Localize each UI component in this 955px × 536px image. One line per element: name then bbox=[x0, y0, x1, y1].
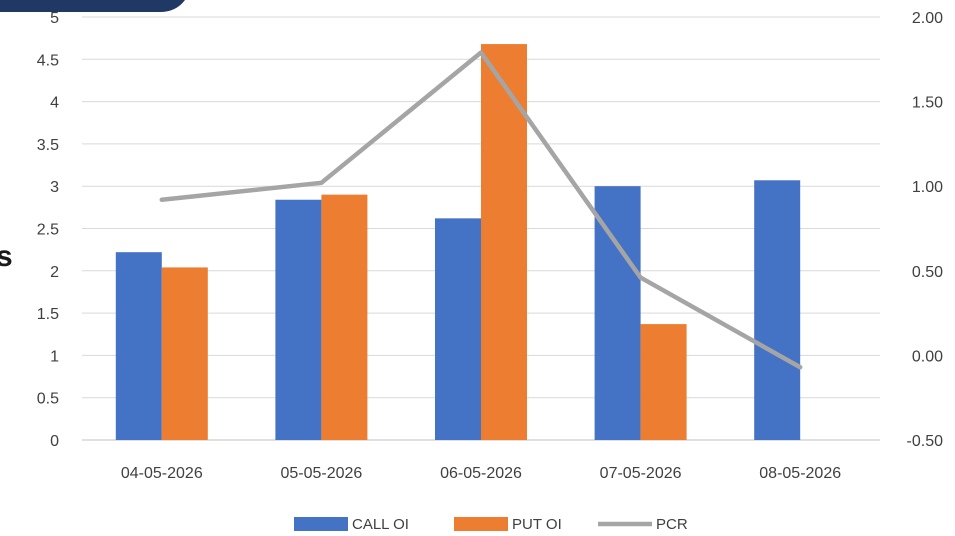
bar-call-oi bbox=[435, 218, 481, 440]
legend-swatch bbox=[294, 517, 348, 531]
bar-call-oi bbox=[754, 180, 801, 440]
y-left-tick-label: 4.5 bbox=[37, 52, 59, 69]
header-tab-shape bbox=[0, 0, 185, 12]
y-left-tick-label: 3.5 bbox=[37, 137, 59, 154]
bar-call-oi bbox=[115, 252, 162, 440]
bar-put-oi bbox=[161, 267, 208, 440]
edge-glyph: s bbox=[0, 240, 13, 273]
x-tick-label: 07-05-2026 bbox=[600, 465, 682, 482]
pcr-line-layer bbox=[159, 50, 803, 370]
series-line-pcr bbox=[159, 50, 803, 370]
y-left-tick-label: 2.5 bbox=[37, 222, 59, 239]
y-left-tick-label: 2 bbox=[50, 264, 59, 281]
y-right-tick-label: -0.50 bbox=[907, 433, 944, 450]
x-axis-ticks: 04-05-2026 05-05-2026 06-05-2026 07-05-2026… bbox=[121, 465, 841, 482]
y-right-tick-label: 0.00 bbox=[912, 348, 943, 365]
x-tick-label: 08-05-2026 bbox=[759, 465, 841, 482]
legend-label: PUT OI bbox=[512, 516, 562, 533]
y-right-tick-label: 2.00 bbox=[912, 10, 943, 27]
bar-put-oi bbox=[640, 324, 687, 440]
bars-layer bbox=[115, 44, 801, 441]
y-right-tick-label: 1.00 bbox=[912, 179, 943, 196]
y-left-tick-label: 3 bbox=[50, 179, 59, 196]
y-right-tick-label: 0.50 bbox=[912, 264, 943, 281]
x-tick-label: 05-05-2026 bbox=[280, 465, 362, 482]
legend-label: CALL OI bbox=[352, 516, 409, 533]
y-left-tick-label: 0.5 bbox=[37, 391, 59, 408]
y-left-tick-label: 5 bbox=[50, 10, 59, 27]
bar-call-oi bbox=[275, 199, 322, 440]
bar-call-oi bbox=[594, 186, 641, 440]
x-tick-label: 06-05-2026 bbox=[440, 465, 522, 482]
y-left-tick-label: 1.5 bbox=[37, 306, 59, 323]
y-left-tick-label: 0 bbox=[50, 433, 59, 450]
x-tick-label: 04-05-2026 bbox=[121, 465, 203, 482]
y-right-tick-label: 1.50 bbox=[912, 95, 943, 112]
y-left-tick-label: 1 bbox=[50, 348, 59, 365]
legend-swatch bbox=[454, 517, 508, 531]
bar-put-oi bbox=[321, 194, 368, 440]
legend-label: PCR bbox=[656, 516, 688, 533]
bar-put-oi bbox=[481, 44, 527, 441]
y-left-tick-label: 4 bbox=[50, 95, 59, 112]
left-axis-ticks: 0 0.5 1 1.5 2 2.5 3 3.5 4 4.5 5 bbox=[37, 10, 59, 450]
right-axis-ticks: -0.50 0.00 0.50 1.00 1.50 2.00 bbox=[907, 10, 944, 450]
legend: CALL OI PUT OI PCR bbox=[294, 516, 688, 533]
